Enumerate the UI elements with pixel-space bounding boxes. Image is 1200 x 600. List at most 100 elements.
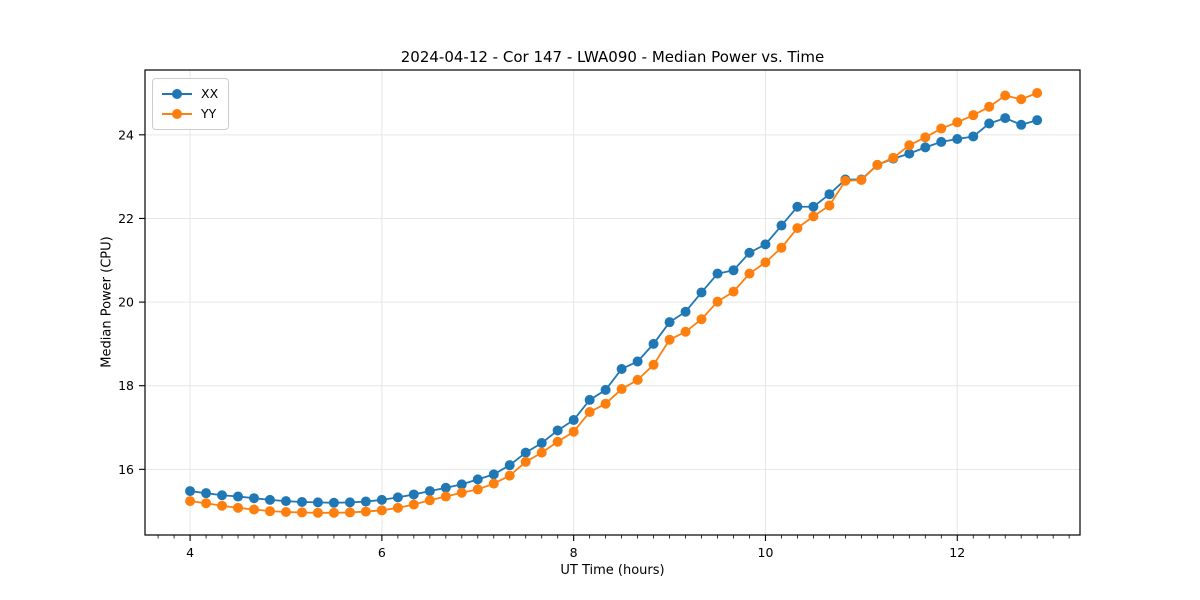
data-point-yy bbox=[760, 257, 771, 268]
data-point-yy bbox=[344, 507, 355, 518]
data-point-xx bbox=[504, 460, 515, 471]
x-tick-label: 12 bbox=[949, 545, 965, 560]
legend-item-yy: YY bbox=[162, 104, 218, 124]
data-point-xx bbox=[217, 490, 228, 501]
data-point-yy bbox=[952, 117, 963, 128]
tick-labels: 4 6 8 10 12 16 18 20 22 24 bbox=[118, 127, 965, 560]
axis-ticks bbox=[139, 134, 1070, 541]
data-point-yy bbox=[424, 495, 435, 506]
data-point-xx bbox=[328, 497, 339, 508]
x-tick-label: 4 bbox=[186, 545, 194, 560]
data-point-yy bbox=[472, 484, 483, 495]
data-point-yy bbox=[185, 496, 196, 507]
data-point-yy bbox=[280, 507, 291, 518]
data-point-yy bbox=[872, 159, 883, 170]
data-point-yy bbox=[968, 110, 979, 121]
y-tick-label: 22 bbox=[118, 211, 134, 226]
data-point-xx bbox=[392, 492, 403, 503]
data-point-xx bbox=[488, 469, 499, 480]
plot-border bbox=[144, 69, 1081, 536]
data-point-yy bbox=[408, 499, 419, 510]
legend-label-yy: YY bbox=[201, 105, 217, 121]
data-point-yy bbox=[776, 242, 787, 253]
data-point-yy bbox=[712, 296, 723, 307]
data-point-xx bbox=[824, 189, 835, 200]
data-point-yy bbox=[728, 286, 739, 297]
data-point-xx bbox=[456, 479, 467, 490]
data-point-xx bbox=[648, 338, 659, 349]
data-point-xx bbox=[616, 363, 627, 374]
y-tick-label: 16 bbox=[118, 462, 134, 477]
data-point-xx bbox=[440, 482, 451, 493]
series-xx bbox=[185, 113, 1043, 508]
data-point-yy bbox=[536, 447, 547, 458]
xx-marker-icon bbox=[172, 89, 182, 99]
data-point-xx bbox=[472, 474, 483, 485]
data-point-xx bbox=[201, 488, 212, 499]
data-point-xx bbox=[312, 497, 323, 508]
data-point-xx bbox=[776, 220, 787, 231]
data-point-xx bbox=[680, 306, 691, 317]
data-point-yy bbox=[664, 334, 675, 345]
data-point-yy bbox=[1016, 94, 1027, 105]
data-point-yy bbox=[249, 504, 260, 515]
data-point-xx bbox=[1000, 113, 1011, 124]
data-point-yy bbox=[264, 506, 275, 517]
data-point-xx bbox=[968, 131, 979, 142]
data-point-yy bbox=[233, 502, 244, 513]
data-point-yy bbox=[296, 507, 307, 518]
data-point-yy bbox=[648, 359, 659, 370]
data-point-yy bbox=[856, 174, 867, 185]
data-point-xx bbox=[632, 356, 643, 367]
x-axis-label: UT Time (hours) bbox=[560, 563, 665, 578]
data-point-xx bbox=[536, 438, 547, 449]
data-point-yy bbox=[904, 140, 915, 151]
data-point-yy bbox=[888, 152, 899, 163]
data-point-xx bbox=[408, 489, 419, 500]
data-point-xx bbox=[360, 496, 371, 507]
data-point-xx bbox=[696, 287, 707, 298]
data-point-xx bbox=[376, 494, 387, 505]
data-point-xx bbox=[808, 201, 819, 212]
data-point-yy bbox=[840, 175, 851, 186]
x-tick-label: 6 bbox=[378, 545, 386, 560]
data-point-xx bbox=[520, 447, 531, 458]
data-point-xx bbox=[952, 133, 963, 144]
data-point-yy bbox=[312, 507, 323, 518]
y-axis-label: Median Power (CPU) bbox=[99, 236, 115, 368]
legend: XX YY bbox=[152, 78, 230, 130]
data-point-yy bbox=[1032, 87, 1043, 98]
data-point-xx bbox=[728, 265, 739, 276]
legend-label-xx: XX bbox=[201, 85, 219, 101]
data-point-yy bbox=[488, 478, 499, 489]
data-point-xx bbox=[1032, 115, 1043, 126]
data-point-yy bbox=[680, 326, 691, 337]
data-point-yy bbox=[744, 268, 755, 279]
data-point-yy bbox=[201, 498, 212, 509]
data-point-xx bbox=[249, 493, 260, 504]
data-point-xx bbox=[760, 239, 771, 250]
y-tick-label: 24 bbox=[118, 127, 134, 142]
data-point-xx bbox=[296, 496, 307, 507]
data-point-xx bbox=[424, 486, 435, 497]
data-point-yy bbox=[392, 502, 403, 513]
data-point-yy bbox=[456, 487, 467, 498]
x-tick-label: 10 bbox=[758, 545, 774, 560]
legend-item-xx: XX bbox=[162, 84, 218, 104]
data-point-yy bbox=[376, 505, 387, 516]
data-point-yy bbox=[824, 200, 835, 211]
data-point-yy bbox=[632, 374, 643, 385]
data-point-yy bbox=[984, 101, 995, 112]
y-tick-label: 20 bbox=[118, 295, 134, 310]
data-point-yy bbox=[552, 436, 563, 447]
data-point-xx bbox=[552, 425, 563, 436]
data-point-yy bbox=[217, 500, 228, 511]
data-point-yy bbox=[920, 132, 931, 143]
data-point-xx bbox=[936, 136, 947, 147]
data-point-xx bbox=[1016, 119, 1027, 130]
data-point-xx bbox=[920, 142, 931, 153]
yy-line-swatch bbox=[162, 109, 192, 119]
data-point-yy bbox=[936, 123, 947, 134]
data-point-yy bbox=[360, 506, 371, 517]
